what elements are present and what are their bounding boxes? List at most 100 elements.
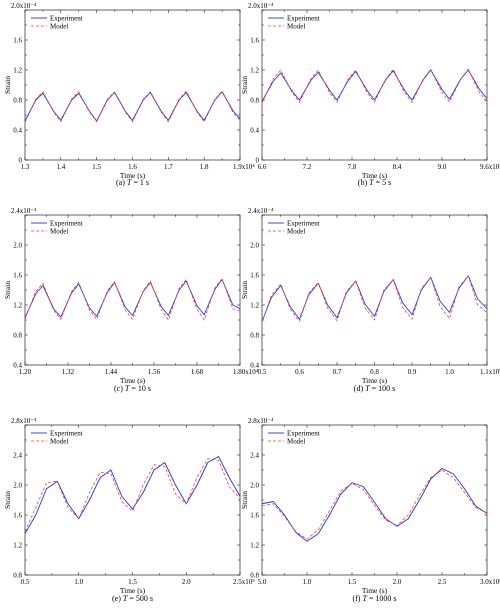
x-tick-label: 1.0: [445, 368, 454, 376]
y-tick-label: 0.8: [13, 97, 22, 105]
legend-label-model: Model: [50, 438, 68, 446]
x-tick-label: 1.4: [56, 163, 65, 171]
chart-panel-0: 1.3 1.4 1.5 1.6 1.7 1.8 1.9x10⁴ 0 0.4 0.8 1.2 1.6 2.…: [3, 2, 255, 187]
y-tick-label: 0.8: [250, 332, 259, 340]
series-line-model: [24, 278, 241, 321]
x-tick-label: 1.5: [128, 578, 137, 586]
x-tick-label: 0.6: [295, 368, 304, 376]
x-tick-label: 1.0: [303, 578, 312, 586]
x-tick-label: 1.3: [21, 163, 30, 171]
series-line-model: [24, 458, 241, 532]
legend-label-model: Model: [287, 438, 305, 446]
x-tick-label: 8.4: [393, 163, 402, 171]
caption-part: (c): [114, 384, 125, 393]
y-tick-label: 1.2: [13, 67, 22, 75]
x-axis-title: Time (s): [362, 376, 388, 385]
y-tick-label: 2.4x10⁻⁴: [248, 207, 274, 215]
y-tick-label: 0.8: [13, 332, 22, 340]
caption-part: T: [369, 178, 374, 187]
y-tick-label: 1.2: [13, 302, 22, 310]
x-tick-label: 1.80x10⁴: [233, 368, 259, 376]
x-tick-label: 0.7: [333, 368, 342, 376]
series-line-model: [261, 469, 488, 540]
y-tick-label: 0.8: [250, 572, 259, 580]
y-tick-label: 1.6: [13, 512, 22, 520]
series-line-experiment: [261, 468, 488, 542]
legend-label-experiment: Experiment: [287, 430, 320, 438]
series-line-experiment: [24, 91, 241, 122]
x-tick-label: 1.44: [105, 368, 118, 376]
y-tick-label: 2.8x10⁻⁴: [11, 417, 37, 425]
x-tick-label: 1.5: [348, 578, 357, 586]
caption-part: = 500 s: [127, 594, 153, 603]
y-tick-label: 2.0x10⁻⁴: [11, 2, 37, 10]
legend-label-experiment: Experiment: [50, 220, 83, 228]
y-tick-label: 2.4x10⁻⁴: [11, 207, 37, 215]
x-tick-label: 2.5: [438, 578, 447, 586]
x-tick-label: 0.8: [370, 368, 379, 376]
panel-caption: (d) T = 100 s: [354, 384, 395, 393]
y-tick-label: 2.0: [13, 482, 22, 490]
caption-part: (a): [116, 178, 127, 187]
y-axis-title: Strain: [3, 281, 12, 299]
panel-caption: (b) T = 5 s: [358, 178, 391, 187]
x-tick-label: 1.0: [74, 578, 83, 586]
y-tick-label: 0: [19, 157, 23, 165]
legend-label-model: Model: [50, 228, 68, 236]
y-axis-title: Strain: [3, 76, 12, 94]
y-tick-label: 2.0x10⁻⁴: [248, 2, 274, 10]
x-tick-label: 0.9: [408, 368, 417, 376]
series-line-experiment: [261, 275, 488, 322]
x-axis-title: Time (s): [120, 586, 146, 595]
y-tick-label: 2.0: [250, 242, 259, 250]
x-tick-label: 1.1x10⁵: [480, 368, 500, 376]
x-tick-label: 1.20: [19, 368, 32, 376]
caption-part: (e): [112, 594, 123, 603]
caption-part: T: [127, 178, 132, 187]
x-tick-label: 2.0: [393, 578, 402, 586]
y-tick-label: 0.8: [13, 572, 22, 580]
x-tick-label: 3.0x10⁵: [480, 578, 500, 586]
x-tick-label: 5.0: [258, 578, 267, 586]
x-axis-title: Time (s): [120, 171, 146, 180]
caption-part: T: [365, 384, 370, 393]
y-tick-label: 0.4: [13, 127, 22, 135]
legend-label-experiment: Experiment: [50, 430, 83, 438]
chart-panel-4: 0.5 1.0 1.5 2.0 2.5x10⁵ 0.8 1.2 1.6 2.0 2.4 2.8x10…: [3, 417, 255, 603]
y-tick-label: 2.8x10⁻⁴: [248, 417, 274, 425]
x-tick-label: 2.0: [182, 578, 191, 586]
series-line-model: [24, 90, 241, 123]
caption-part: (b): [358, 178, 369, 187]
x-tick-label: 1.5: [92, 163, 101, 171]
plot-area-frame: [261, 9, 488, 161]
y-tick-label: 0.8: [250, 97, 259, 105]
x-axis-title: Time (s): [120, 376, 146, 385]
panel-caption: (f) T = 1000 s: [352, 594, 396, 603]
series-line-model: [261, 275, 488, 323]
plot-area-frame: [24, 424, 241, 576]
y-tick-label: 1.6: [250, 272, 259, 280]
y-tick-label: 0.4: [250, 127, 259, 135]
y-tick-label: 2.4: [250, 452, 259, 460]
y-tick-label: 1.6: [13, 37, 22, 45]
caption-part: (f): [352, 594, 362, 603]
legend-label-model: Model: [287, 228, 305, 236]
legend-label-experiment: Experiment: [287, 15, 320, 23]
plot-area-frame: [24, 9, 241, 161]
y-tick-label: 2.0: [13, 242, 22, 250]
caption-part: = 1000 s: [367, 594, 397, 603]
caption-part: T: [362, 594, 367, 603]
y-axis-title: Strain: [3, 491, 12, 509]
y-tick-label: 2.4: [13, 452, 22, 460]
panel-caption: (a) T = 1 s: [116, 178, 149, 187]
x-tick-label: 1.8: [200, 163, 209, 171]
plot-area-frame: [261, 214, 488, 366]
plot-area-frame: [24, 214, 241, 366]
series-line-experiment: [24, 279, 241, 318]
x-tick-label: 1.9x10⁴: [233, 163, 255, 171]
x-tick-label: 0.5: [21, 578, 30, 586]
x-tick-label: 7.8: [348, 163, 357, 171]
y-tick-label: 1.6: [250, 37, 259, 45]
x-axis-title: Time (s): [362, 586, 388, 595]
